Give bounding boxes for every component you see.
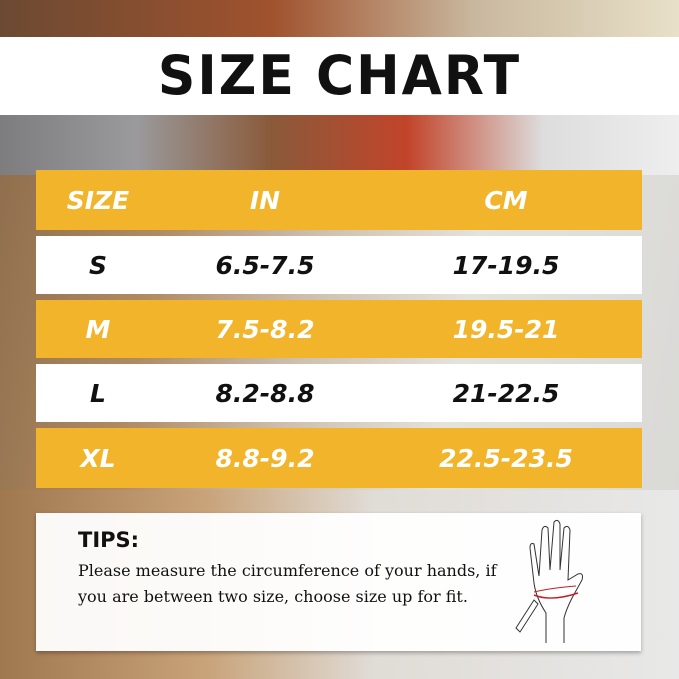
table-row: L 8.2-8.8 21-22.5 [36,364,642,422]
table-row: XL 8.8-9.2 22.5-23.5 [36,428,642,488]
cell-size: S [88,250,107,280]
table-header: SIZE IN CM [36,170,642,230]
cell-size: XL [80,443,116,473]
cell-cm: 19.5-21 [452,314,560,344]
header-cm: CM [484,185,528,215]
cell-in: 7.5-8.2 [215,314,315,344]
cell-in: 8.8-9.2 [215,443,315,473]
cell-in: 8.2-8.8 [215,378,315,408]
tips-heading: TIPS: [78,528,140,552]
tips-box: TIPS: Please measure the circumference o… [36,513,641,651]
background-tools [0,115,679,175]
table-row: S 6.5-7.5 17-19.5 [36,236,642,294]
page-title: SIZE CHART [157,44,522,108]
cell-cm: 17-19.5 [452,250,560,280]
cell-size: L [90,378,106,408]
header-in: IN [249,185,281,215]
tips-text: Please measure the circumference of your… [78,561,497,606]
hand-measure-icon [515,519,583,643]
header-size: SIZE [66,185,130,215]
table-row: M 7.5-8.2 19.5-21 [36,300,642,358]
cell-in: 6.5-7.5 [215,250,315,280]
background-tools [0,0,679,40]
cell-size: M [85,314,111,344]
cell-cm: 21-22.5 [452,378,560,408]
title-banner: SIZE CHART [0,37,679,115]
cell-cm: 22.5-23.5 [439,443,573,473]
